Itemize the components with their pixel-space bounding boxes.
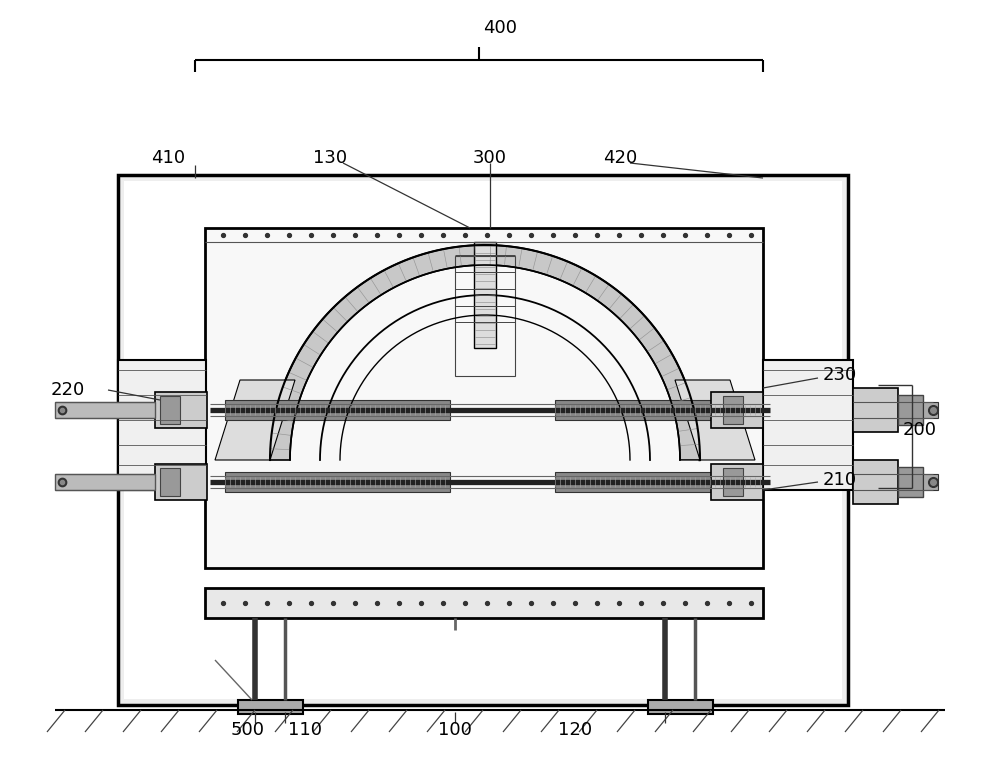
Polygon shape xyxy=(270,245,700,460)
Text: 200: 200 xyxy=(903,421,937,439)
Bar xyxy=(455,256,515,376)
Bar xyxy=(225,472,450,492)
Text: 230: 230 xyxy=(823,366,857,384)
Text: 300: 300 xyxy=(473,149,507,167)
Bar xyxy=(723,468,743,496)
Polygon shape xyxy=(675,380,755,460)
Text: 210: 210 xyxy=(823,471,857,489)
Bar xyxy=(474,242,496,348)
Bar xyxy=(923,474,938,490)
Bar xyxy=(898,467,923,497)
Bar xyxy=(205,228,763,568)
Bar xyxy=(853,460,898,504)
Bar xyxy=(853,388,898,432)
Bar xyxy=(160,396,180,424)
Bar xyxy=(118,360,206,490)
Text: 130: 130 xyxy=(313,149,347,167)
Bar xyxy=(238,700,303,714)
Text: 100: 100 xyxy=(438,721,472,739)
Bar xyxy=(555,472,762,492)
Text: 120: 120 xyxy=(558,721,592,739)
Bar xyxy=(124,181,842,699)
Bar xyxy=(155,464,207,500)
Bar xyxy=(205,588,763,618)
Bar xyxy=(898,395,923,425)
Bar xyxy=(55,402,155,418)
Bar xyxy=(711,392,763,428)
Bar xyxy=(723,396,743,424)
Bar xyxy=(160,468,180,496)
Bar xyxy=(555,400,762,420)
Polygon shape xyxy=(215,380,295,460)
Bar xyxy=(763,360,853,490)
Bar xyxy=(923,402,938,418)
Bar xyxy=(648,700,713,714)
Text: 110: 110 xyxy=(288,721,322,739)
Bar xyxy=(55,474,155,490)
Text: 400: 400 xyxy=(483,19,517,37)
Text: 500: 500 xyxy=(231,721,265,739)
Text: 410: 410 xyxy=(151,149,185,167)
Bar xyxy=(225,400,450,420)
Text: 420: 420 xyxy=(603,149,637,167)
Bar xyxy=(155,392,207,428)
Bar xyxy=(711,464,763,500)
Text: 220: 220 xyxy=(51,381,85,399)
Bar xyxy=(118,175,848,705)
